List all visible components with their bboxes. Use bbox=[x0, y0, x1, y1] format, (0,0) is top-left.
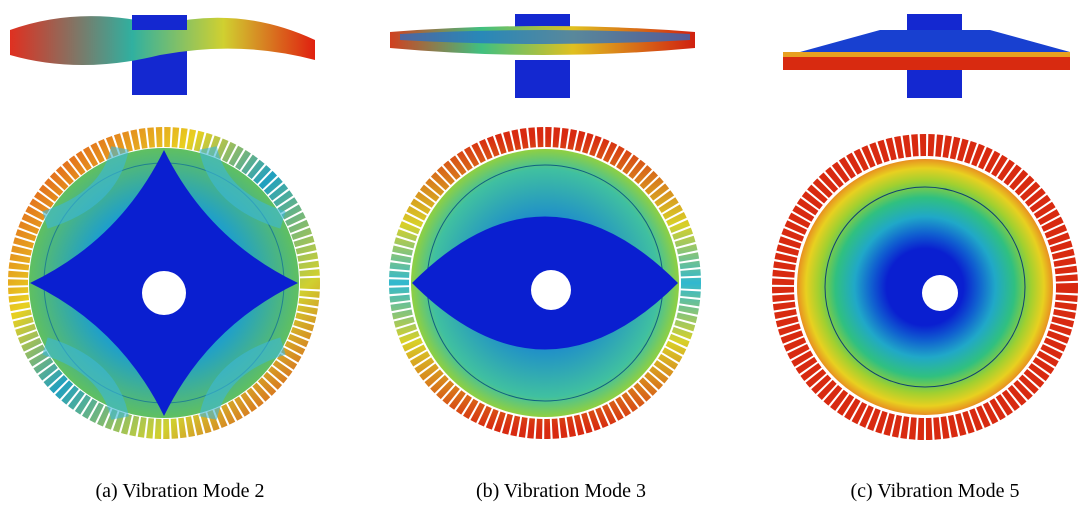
side-view-a bbox=[10, 15, 315, 95]
caption: (c) Vibration Mode 5 bbox=[851, 480, 1020, 502]
disk-mode-3 bbox=[399, 137, 691, 429]
caption: (b) Vibration Mode 3 bbox=[476, 480, 646, 502]
caption: (a) Vibration Mode 2 bbox=[96, 480, 265, 502]
side-view-c bbox=[783, 14, 1070, 98]
figure: (a) Vibration Mode 2 (b) Vibration Mode … bbox=[0, 0, 1079, 512]
side-view-b bbox=[390, 14, 695, 98]
disk-mode-2 bbox=[18, 137, 310, 429]
disk-mode-5 bbox=[783, 145, 1067, 429]
